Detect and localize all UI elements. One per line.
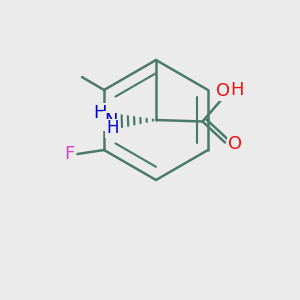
Text: H: H xyxy=(93,104,106,122)
Text: H: H xyxy=(230,81,244,99)
Text: N: N xyxy=(104,112,118,130)
Text: O: O xyxy=(216,82,231,100)
Text: O: O xyxy=(228,135,242,153)
Text: H: H xyxy=(106,119,119,137)
Text: F: F xyxy=(65,145,75,163)
